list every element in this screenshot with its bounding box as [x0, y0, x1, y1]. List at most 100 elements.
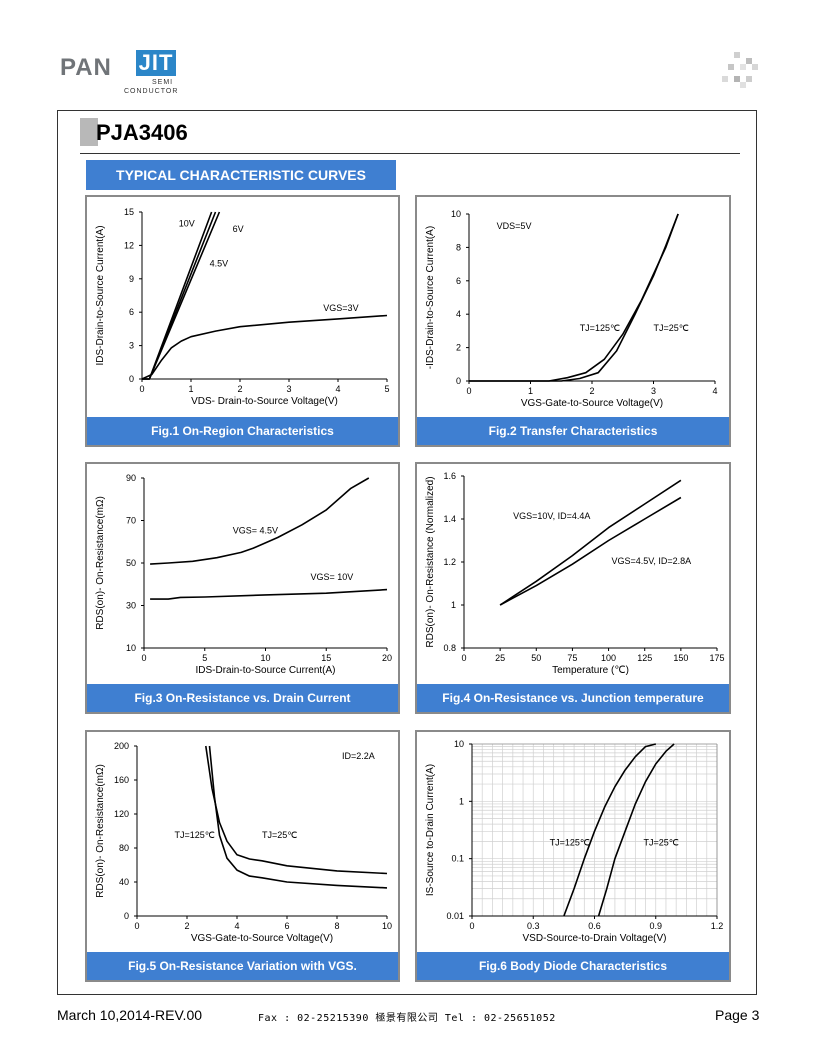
- x-tick-label: 3: [286, 384, 291, 394]
- series-line: [499, 496, 682, 606]
- chart-panel-fig2: 0 1 2 3 4 0 2 4 6 8 10 VGS-Gate-to-Source Voltage(V…: [415, 195, 731, 447]
- chart-caption-fig1: Fig.1 On-Region Characteristics: [87, 417, 398, 445]
- x-tick-label: 0: [134, 921, 139, 931]
- y-tick-label: 0: [129, 374, 134, 384]
- y-tick-label: 10: [454, 739, 464, 749]
- x-axis-label: VGS-Gate-to-Source Voltage(V): [191, 933, 333, 944]
- chart-annotation: TJ=125℃: [580, 323, 620, 333]
- chart-caption-fig5: Fig.5 On-Resistance Variation with VGS.: [87, 952, 398, 980]
- chart-panel-fig6: 0 0.3 0.6 0.9 1.2 0.01 0.1 1 10 VSD-Source-to-Dra…: [415, 730, 731, 982]
- chart-fig2-svg: 0 1 2 3 4 0 2 4 6 8 10 VGS-Gate-to-Source Voltage(V…: [425, 209, 718, 409]
- page-frame: [57, 110, 757, 995]
- x-tick-label: 6: [284, 921, 289, 931]
- x-tick-label: 15: [321, 653, 331, 663]
- y-tick-label: 1.4: [443, 514, 456, 524]
- y-tick-label: 1: [451, 600, 456, 610]
- chart-annotation: 10V: [179, 218, 195, 228]
- y-tick-label: 9: [129, 274, 134, 284]
- chart-fig5-svg: 0 2 4 6 8 10 0 40 80 120 160 200 VGS-Gate-to-Source …: [95, 741, 392, 944]
- series-line: [563, 743, 656, 917]
- series-line: [205, 745, 388, 875]
- y-tick-label: 0.1: [451, 854, 464, 864]
- x-tick-label: 2: [237, 384, 242, 394]
- x-axis-label: VSD-Source-to-Drain Voltage(V): [523, 933, 667, 944]
- title-divider: [80, 153, 740, 154]
- y-tick-label: 120: [114, 809, 129, 819]
- chart-caption-fig6: Fig.6 Body Diode Characteristics: [417, 952, 729, 980]
- y-tick-label: 0.8: [443, 643, 456, 653]
- chart-annotation: TJ=25℃: [644, 837, 679, 847]
- x-tick-label: 0.6: [588, 921, 601, 931]
- x-tick-label: 10: [382, 921, 392, 931]
- checker-pattern-icon: [722, 52, 758, 88]
- y-tick-label: 200: [114, 741, 129, 751]
- x-tick-label: 0.3: [527, 921, 540, 931]
- chart-caption-fig2: Fig.2 Transfer Characteristics: [417, 417, 729, 445]
- x-tick-label: 2: [589, 386, 594, 396]
- chart-annotation: 6V: [233, 224, 244, 234]
- logo-text-pan: PAN: [60, 54, 112, 81]
- y-tick-label: 4: [456, 309, 461, 319]
- y-tick-label: 1: [459, 796, 464, 806]
- chart-fig6-svg: 0 0.3 0.6 0.9 1.2 0.01 0.1 1 10 VSD-Source-to-Dra…: [425, 739, 724, 944]
- y-tick-label: 12: [124, 240, 134, 250]
- x-tick-label: 175: [709, 653, 724, 663]
- chart-panel-fig5: 0 2 4 6 8 10 0 40 80 120 160 200 VGS-Gate-to-Source …: [85, 730, 400, 982]
- y-axis-label: RDS(on)- On-Resistance (Normalized): [425, 476, 436, 647]
- logo-text-jit: JIT: [136, 50, 176, 76]
- series-line: [141, 314, 388, 380]
- chart-fig3-svg: 0 5 10 15 20 10 30 50 70 90 IDS-Drain-to-Source Cu…: [95, 473, 392, 676]
- y-tick-label: 15: [124, 207, 134, 217]
- x-tick-label: 1.2: [711, 921, 724, 931]
- y-tick-label: 0: [124, 911, 129, 921]
- series-line: [469, 213, 679, 382]
- chart-annotation: VGS=10V, ID=4.4A: [513, 511, 590, 521]
- x-tick-label: 0.9: [649, 921, 662, 931]
- x-tick-label: 4: [712, 386, 717, 396]
- series-line: [142, 211, 217, 380]
- y-tick-label: 3: [129, 341, 134, 351]
- y-tick-label: 1.2: [443, 557, 456, 567]
- y-tick-label: 1.6: [443, 471, 456, 481]
- y-tick-label: 6: [129, 307, 134, 317]
- series-line: [499, 479, 682, 606]
- part-number: PJA3406: [96, 120, 188, 145]
- y-tick-label: 10: [451, 209, 461, 219]
- x-tick-label: 75: [567, 653, 577, 663]
- chart-annotation: VGS=3V: [323, 303, 358, 313]
- chart-annotation: VDS=5V: [497, 221, 532, 231]
- chart-fig4-svg: 0 25 50 75 100 125 150 175 0.8 1 1.2 1.4 1.6 Temperat…: [425, 471, 725, 676]
- x-tick-label: 4: [234, 921, 239, 931]
- chart-annotation: TJ=125℃: [175, 830, 215, 840]
- x-tick-label: 0: [139, 384, 144, 394]
- chart-panel-fig3: 0 5 10 15 20 10 30 50 70 90 IDS-Drain-to-Source Cu…: [85, 462, 400, 714]
- series-line: [469, 213, 679, 382]
- series-line: [150, 588, 388, 600]
- footer-contact: Fax : 02-25215390 極景有限公司 Tel : 02-256510…: [258, 1013, 556, 1024]
- x-tick-label: 5: [384, 384, 389, 394]
- x-axis-label: Temperature (℃): [552, 665, 629, 676]
- y-tick-label: 160: [114, 775, 129, 785]
- chart-annotation: 4.5V: [210, 259, 229, 269]
- chart-annotation: TJ=125℃: [550, 837, 590, 847]
- chart-caption-fig3: Fig.3 On-Resistance vs. Drain Current: [87, 684, 398, 712]
- x-tick-label: 150: [673, 653, 688, 663]
- x-tick-label: 20: [382, 653, 392, 663]
- y-tick-label: 8: [456, 242, 461, 252]
- chart-annotation: VGS= 4.5V: [233, 525, 278, 535]
- chart-caption-fig4: Fig.4 On-Resistance vs. Junction tempera…: [417, 684, 729, 712]
- y-tick-label: 50: [126, 558, 136, 568]
- x-tick-label: 1: [528, 386, 533, 396]
- x-axis-label: IDS-Drain-to-Source Current(A): [195, 665, 335, 676]
- x-tick-label: 4: [335, 384, 340, 394]
- x-tick-label: 2: [184, 921, 189, 931]
- y-axis-label: -IDS-Drain-to-Source Current(A): [425, 226, 436, 369]
- y-tick-label: 30: [126, 601, 136, 611]
- logo-text-semi: SEMI: [152, 79, 174, 86]
- y-tick-label: 70: [126, 516, 136, 526]
- x-tick-label: 125: [637, 653, 652, 663]
- x-axis-label: VGS-Gate-to-Source Voltage(V): [521, 398, 663, 409]
- series-line: [142, 211, 213, 380]
- x-tick-label: 1: [188, 384, 193, 394]
- x-tick-label: 25: [495, 653, 505, 663]
